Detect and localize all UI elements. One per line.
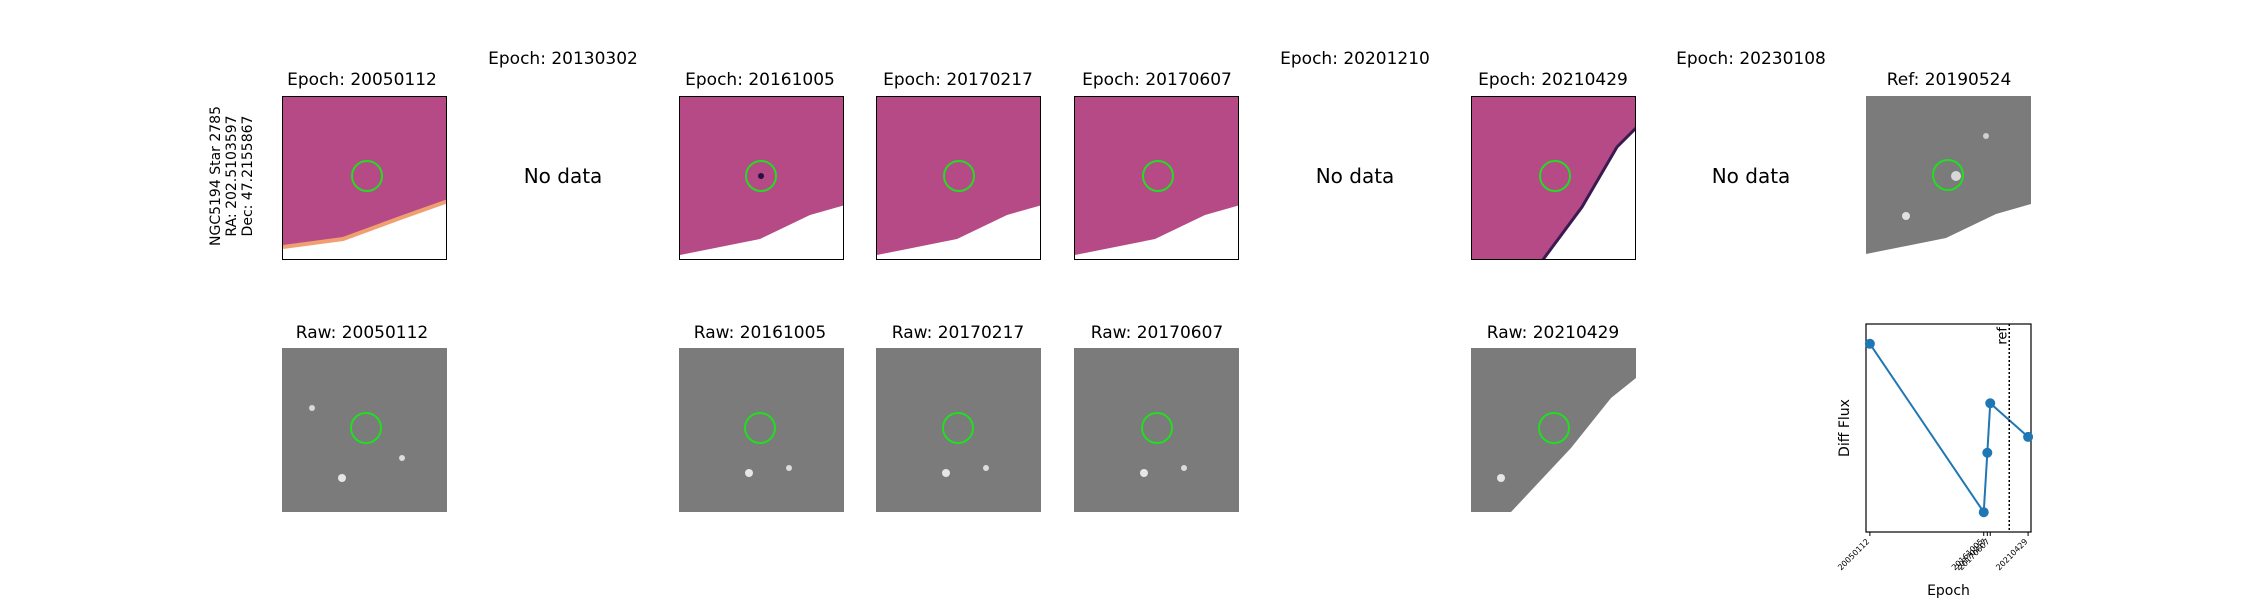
target-circle [1141, 412, 1173, 444]
data-point-20161005 [1978, 507, 1989, 518]
raw-title-2: Raw: 20161005 [693, 323, 827, 343]
target-circle [745, 160, 777, 192]
diff-title-5: Epoch: 20170607 [1082, 70, 1232, 90]
y-axis-label: Diff Flux [1837, 399, 1853, 457]
diff-panel-20170217 [876, 96, 1041, 260]
raw-panel-20210429 [1471, 348, 1636, 512]
ref-line-label: ref [1995, 327, 2010, 345]
raw-panel-20161005 [679, 348, 844, 512]
diff-title-1: Epoch: 20050112 [287, 70, 437, 90]
ref-title: Ref: 20190524 [1886, 70, 2012, 90]
diff-panel-20210429 [1471, 96, 1636, 260]
series-line [1869, 343, 2029, 516]
target-circle [943, 160, 975, 192]
target-circle [1538, 412, 1570, 444]
target-circle [1142, 160, 1174, 192]
raw-panel-20170607 [1074, 348, 1239, 512]
diff-title-4: Epoch: 20170217 [883, 70, 1033, 90]
diff-title-8: Epoch: 20230108 [1676, 49, 1826, 69]
data-point-20210429 [2023, 431, 2034, 442]
x-tick-label-20050112: 20050112 [1836, 537, 1871, 572]
diff-title-7: Epoch: 20210429 [1478, 70, 1628, 90]
chart-frame [1865, 323, 2032, 533]
data-point-20050112 [1864, 338, 1875, 349]
target-circle [1932, 159, 1964, 191]
raw-panel-20050112 [282, 348, 447, 512]
diff-title-6: Epoch: 20201210 [1280, 49, 1430, 69]
raw-panel-20170217 [876, 348, 1041, 512]
data-point-20170607 [1985, 398, 1996, 409]
raw-title-4: Raw: 20170607 [1090, 323, 1224, 343]
target-circle [351, 160, 383, 192]
data-point-20170217 [1982, 447, 1993, 458]
diff-panel-20170607 [1074, 96, 1239, 260]
ref-panel-20190524 [1866, 96, 2031, 260]
diff-title-2: Epoch: 20130302 [488, 49, 638, 69]
target-circle [1539, 160, 1571, 192]
no-data-label-3: No data [1711, 164, 1791, 188]
raw-title-1: Raw: 20050112 [295, 323, 429, 343]
x-axis-label: Epoch [1927, 583, 1970, 599]
no-data-label-2: No data [1315, 164, 1395, 188]
raw-title-3: Raw: 20170217 [891, 323, 1025, 343]
x-tick-label-20210429: 20210429 [1994, 537, 2029, 572]
target-circle [350, 412, 382, 444]
no-data-label-1: No data [523, 164, 603, 188]
target-circle [744, 412, 776, 444]
raw-title-5: Raw: 20210429 [1486, 323, 1620, 343]
diff-panel-20050112 [282, 96, 447, 260]
diff-panel-20161005 [679, 96, 844, 260]
diff-title-3: Epoch: 20161005 [685, 70, 835, 90]
target-circle [942, 412, 974, 444]
